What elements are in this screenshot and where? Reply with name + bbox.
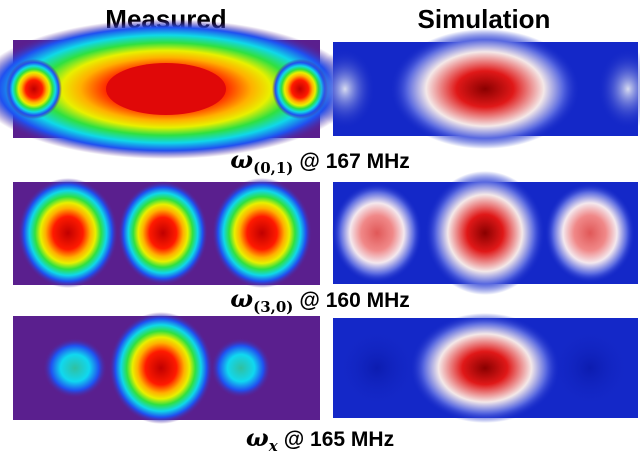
mode-symbol: ω xyxy=(246,423,269,452)
mode-index: x xyxy=(268,437,279,455)
mode-index: (0,1) xyxy=(253,159,293,177)
frequency: @ 167 MHz xyxy=(299,150,409,173)
simulation-image xyxy=(333,313,638,423)
measured-image xyxy=(13,312,320,424)
caption: ω(3,0) @ 160 MHz xyxy=(230,284,410,316)
figure: Measured Simulation ω(0,1)@ 167 MHz ω(3,… xyxy=(0,0,640,459)
mode-index: (3,0) xyxy=(253,298,293,316)
caption: ωx @ 165 MHz xyxy=(246,423,394,455)
simulation-image xyxy=(332,171,638,295)
mode-symbol: ω xyxy=(230,145,253,174)
frequency: @ 160 MHz xyxy=(299,289,409,312)
measured-image xyxy=(0,19,356,159)
simulation-image xyxy=(315,29,640,149)
frequency: @ 165 MHz xyxy=(284,428,394,451)
measured-image xyxy=(13,178,320,288)
mode-symbol: ω xyxy=(230,284,253,313)
